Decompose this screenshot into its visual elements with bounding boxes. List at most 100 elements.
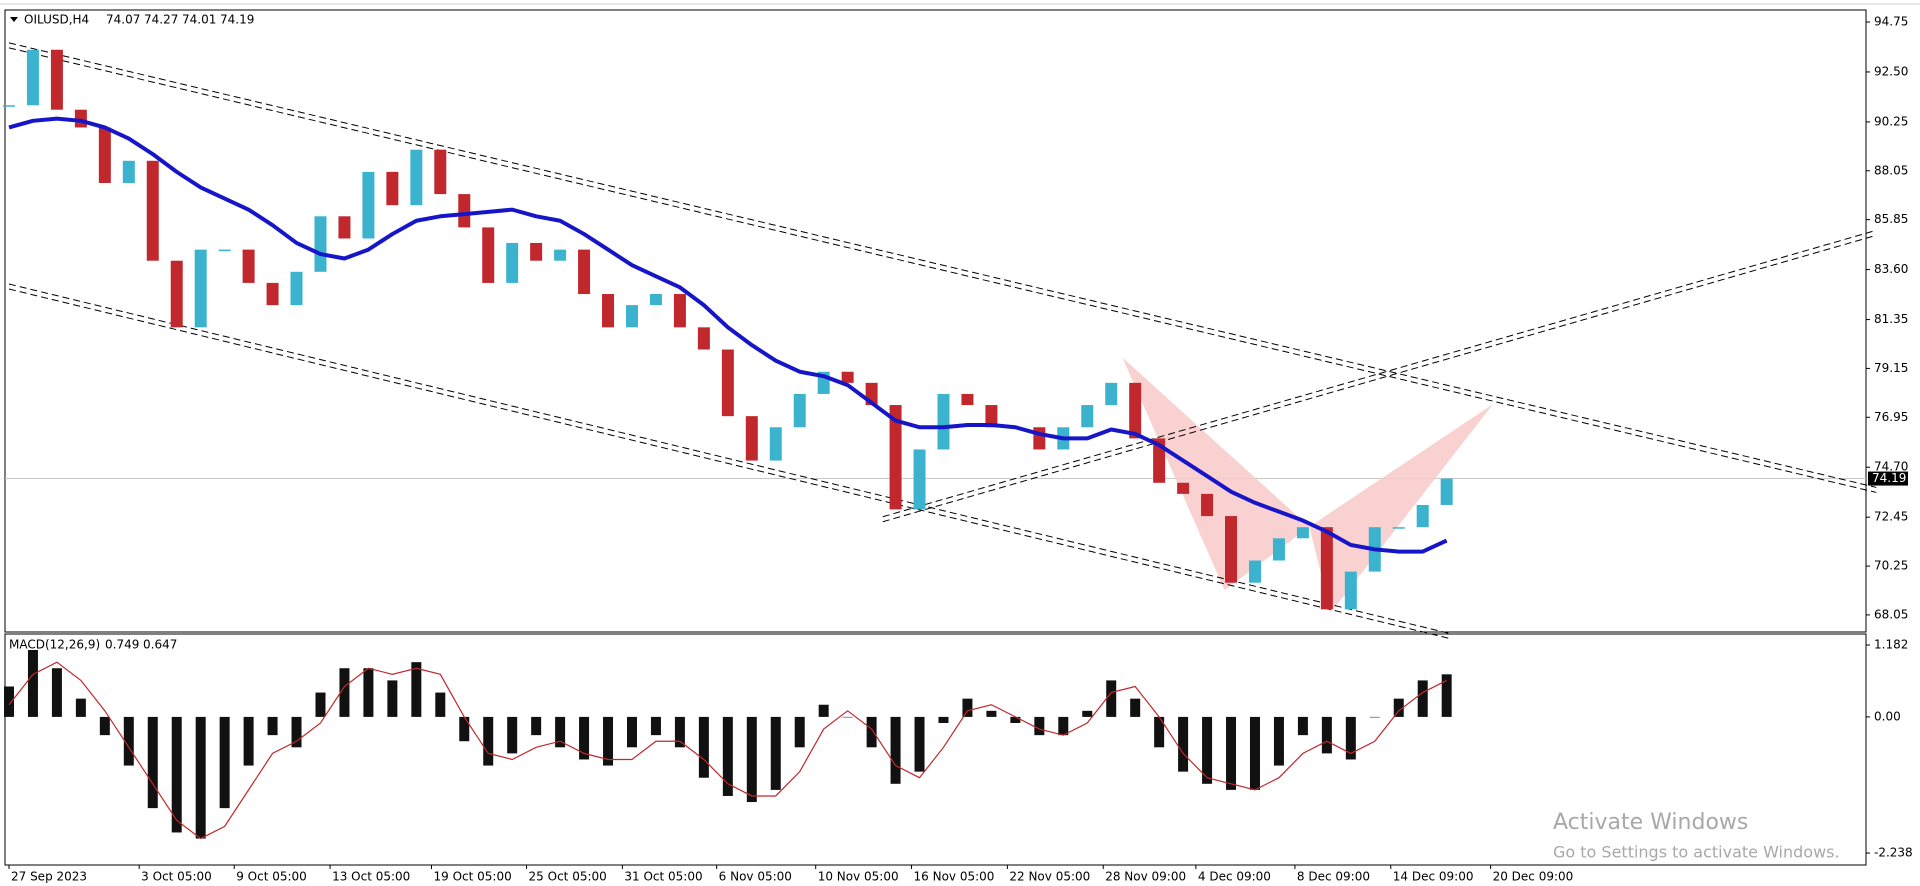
candle-body xyxy=(578,249,591,295)
last-price-label: 74.19 xyxy=(1872,471,1906,485)
macd-bar xyxy=(938,716,949,723)
y-tick-label: 74.70 xyxy=(1874,460,1908,474)
macd-bar xyxy=(794,716,805,748)
ohlc-high: 74.27 xyxy=(144,13,178,27)
macd-bar xyxy=(123,716,134,766)
candle-body xyxy=(242,249,255,283)
x-tick-label: 13 Oct 05:00 xyxy=(332,870,410,884)
macd-bar xyxy=(746,716,757,803)
x-tick-label: 8 Dec 09:00 xyxy=(1297,870,1370,884)
y-tick-label: 76.95 xyxy=(1874,410,1908,424)
candle-body xyxy=(1081,405,1094,428)
harmonic-pattern xyxy=(1309,404,1494,613)
candle-body xyxy=(1320,527,1333,610)
ohlc-low: 74.01 xyxy=(182,13,216,27)
macd-bar xyxy=(99,716,110,736)
y-tick-label: 1.182 xyxy=(1874,638,1908,652)
last-price-box xyxy=(1868,471,1908,486)
macd-bar xyxy=(1202,716,1213,784)
macd-bar xyxy=(1130,698,1141,717)
macd-bar xyxy=(291,716,302,748)
candle-body xyxy=(218,249,231,252)
symbol: OILUSD,H4 xyxy=(24,13,89,27)
candle-body xyxy=(386,171,399,206)
x-tick-label: 9 Oct 05:00 xyxy=(236,870,307,884)
macd-bar xyxy=(1249,716,1260,790)
candle-body xyxy=(841,371,854,383)
candle-body xyxy=(458,194,471,228)
macd-bar xyxy=(147,716,158,809)
x-tick-label: 20 Dec 09:00 xyxy=(1493,870,1574,884)
candle-body xyxy=(1153,438,1166,483)
candle-body xyxy=(1344,571,1357,610)
y-tick-label: 0.00 xyxy=(1874,709,1901,723)
macd-bar xyxy=(866,716,877,748)
macd-label: MACD(12,26,9) xyxy=(9,638,100,652)
y-tick-label: 83.60 xyxy=(1874,262,1908,276)
candle-body xyxy=(961,393,974,406)
candle-body xyxy=(1416,504,1429,528)
macd-bar xyxy=(315,692,326,717)
candle-body xyxy=(937,393,950,450)
x-tick-label: 27 Sep 2023 xyxy=(11,870,87,884)
macd-bar xyxy=(1082,710,1093,717)
y-tick-label: 81.35 xyxy=(1874,312,1908,326)
macd-bar xyxy=(962,698,973,717)
candle-body xyxy=(673,294,686,328)
ohlc-open: 74.07 xyxy=(106,13,140,27)
macd-panel-frame xyxy=(4,633,1867,866)
x-tick-label: 25 Oct 05:00 xyxy=(529,870,607,884)
macd-bar xyxy=(1273,716,1284,766)
macd-bar xyxy=(171,716,182,833)
candle-body xyxy=(338,216,351,239)
menu-arrow xyxy=(10,17,18,22)
y-tick-label: 72.45 xyxy=(1874,510,1908,524)
x-tick-label: 6 Nov 05:00 xyxy=(719,870,792,884)
candle-body xyxy=(98,127,111,183)
macd-bar xyxy=(75,698,86,717)
candle-body xyxy=(1440,478,1453,505)
macd-bar xyxy=(914,716,925,772)
trendline xyxy=(8,288,1449,639)
macd-bar xyxy=(603,716,614,766)
y-tick-label: -2.238 xyxy=(1874,846,1913,860)
trendline xyxy=(882,229,1877,518)
macd-bar xyxy=(1154,716,1165,748)
macd-bar xyxy=(1393,698,1404,717)
candle-body xyxy=(170,260,183,328)
candle-body xyxy=(1225,516,1238,583)
x-tick-label: 4 Dec 09:00 xyxy=(1198,870,1271,884)
macd-value: 0.749 xyxy=(105,638,139,652)
macd-bar xyxy=(579,716,590,760)
macd-bar xyxy=(51,668,62,717)
candle-body xyxy=(985,405,998,428)
macd-bar xyxy=(1441,674,1452,717)
macd-bar xyxy=(1034,716,1045,736)
watermark: Activate Windows Go to Settings to activ… xyxy=(1553,810,1840,862)
x-tick-label: 31 Oct 05:00 xyxy=(624,870,702,884)
macd-bar xyxy=(1417,680,1428,717)
candle-body xyxy=(314,216,327,272)
candle-body xyxy=(530,242,543,261)
candle-body xyxy=(1177,482,1190,494)
y-tick-label: 70.25 xyxy=(1874,559,1908,573)
macd-bar xyxy=(459,716,470,742)
candle-body xyxy=(362,171,375,239)
watermark-title: Activate Windows xyxy=(1553,810,1748,835)
candle-body xyxy=(554,249,567,261)
macd-bar xyxy=(1369,716,1380,718)
macd-bar xyxy=(387,680,398,717)
y-tick-label: 94.75 xyxy=(1874,14,1908,28)
candle-body xyxy=(1296,527,1309,539)
candle-body xyxy=(602,294,615,328)
macd-bar xyxy=(243,716,254,766)
candle-body xyxy=(26,49,39,106)
macd-bar xyxy=(507,716,518,754)
y-tick-label: 68.05 xyxy=(1874,607,1908,621)
candle-body xyxy=(1033,427,1046,450)
macd-bar xyxy=(698,716,709,778)
